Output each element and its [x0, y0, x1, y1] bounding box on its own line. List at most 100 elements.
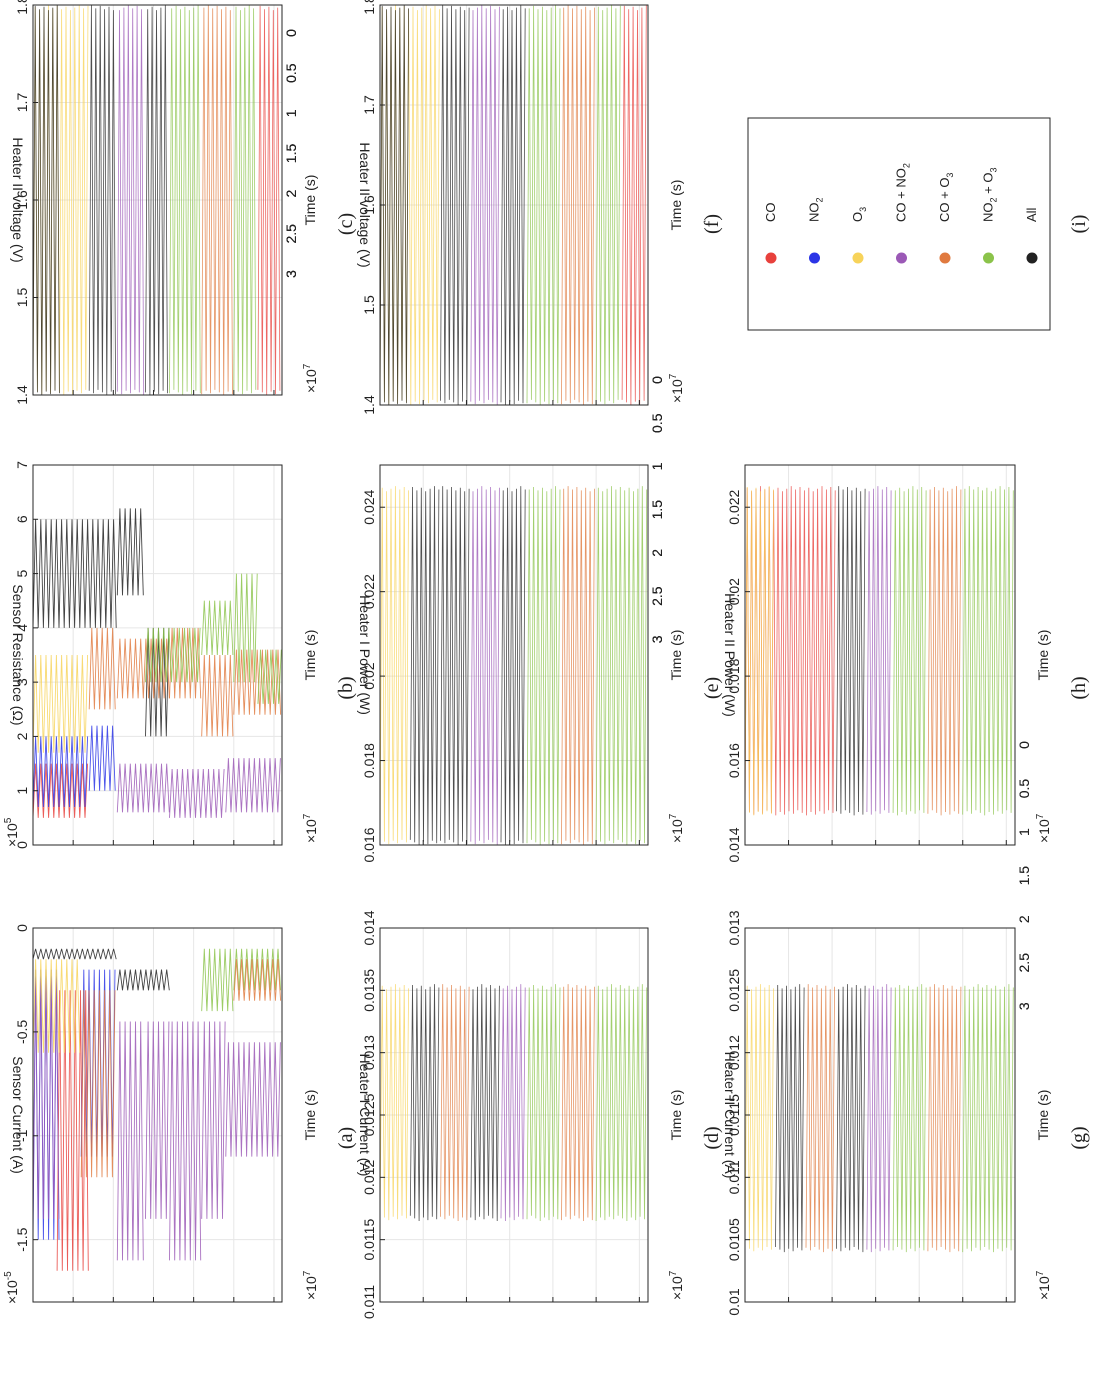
series-band-no2-o3 — [892, 486, 927, 816]
x-multiplier: ×107 — [1035, 1270, 1052, 1300]
x-tick-label: 1 — [649, 462, 665, 470]
series-band-all — [836, 486, 866, 816]
x-axis-title: Time (s) — [1035, 630, 1051, 681]
series-band-co-o3 — [561, 486, 595, 845]
series-line-no2-o3 — [145, 627, 201, 683]
x-tick-label: 0.5 — [649, 413, 665, 433]
chart-panel-f: 0 0.5 1 1.5 2 2.5 3 Time (s) ×107 1.4 1.5 1.6 1.7 1.8… — [357, 0, 723, 643]
series-band-co-o3 — [927, 984, 962, 1253]
legend-label-text: CO — [763, 203, 778, 223]
y-tick-label: 1.6 — [361, 195, 377, 215]
series-group — [33, 948, 282, 1271]
chart-panel-e: 0 0.5 1 1.5 2 2.5 3 Time (s) ×107 0.016 0.018 0.02 0… — [357, 376, 723, 863]
series-band-o3 — [380, 984, 409, 1222]
y-tick-label: 2 — [14, 732, 30, 740]
panel-caption: (g) — [1068, 1126, 1090, 1149]
series-line-no2 — [88, 725, 116, 791]
y-axis-title: Heater II voltage (V) — [357, 142, 373, 267]
panel-caption: (a) — [335, 1127, 357, 1149]
y-tick-label: 0.022 — [361, 574, 377, 609]
x-tick-label: 1.5 — [649, 500, 665, 520]
legend-label-sub: 3 — [858, 207, 868, 212]
x-tick-label: 3 — [283, 270, 299, 278]
x-tick-label: 0 — [1016, 741, 1032, 749]
y-tick-label: 0 — [14, 841, 30, 849]
x-tick-label: 1 — [1016, 828, 1032, 836]
x-tick-label: 0 — [649, 376, 665, 384]
series-band-no2-o3 — [169, 5, 201, 395]
series-band-co-no2 — [866, 486, 892, 815]
series-band-co-no2 — [470, 5, 500, 405]
series-line-no2-o3 — [257, 649, 282, 704]
x-axis-title: Time (s) — [668, 630, 684, 681]
y-axis-title: Heater I Power (W) — [357, 595, 373, 715]
series-line-co-o3 — [116, 638, 170, 699]
legend-caption: (i) — [1068, 215, 1090, 234]
series-band-no2-o3 — [595, 486, 648, 845]
y-axis-title: Sensor Current (A) — [10, 1056, 26, 1173]
panel-caption: (e) — [701, 677, 723, 699]
y-tick-label: 1.7 — [14, 93, 30, 113]
x-tick-label: 1.5 — [283, 144, 299, 164]
plot-frame — [379, 464, 649, 846]
legend-label-sub: 2 — [902, 163, 912, 168]
y-tick-label: 7 — [14, 461, 30, 469]
x-tick-label: 0.5 — [283, 63, 299, 83]
legend-marker — [939, 252, 951, 264]
x-tick-label: 0 — [1016, 741, 1032, 749]
legend-marker — [852, 252, 864, 264]
x-multiplier: ×107 — [1035, 813, 1052, 843]
series-band-no2-o3 — [233, 5, 257, 395]
y-tick-label: 3 — [14, 678, 30, 686]
series-band-all — [409, 486, 440, 845]
series-line-all — [33, 948, 117, 960]
legend-marker — [809, 252, 820, 264]
y-tick-label: 0.0115 — [726, 1094, 742, 1136]
series-line-co-no2 — [225, 1042, 281, 1157]
series-band-all — [836, 984, 866, 1253]
x-tick-label: 3 — [1016, 1002, 1032, 1010]
x-tick-label: 2.5 — [649, 586, 665, 606]
chart-panel-g: 0 0.5 1 1.5 2 2.5 3 Time (s) ×107 0.01 0.0105 0.011… — [722, 741, 1090, 1316]
x-tick-label: 2.5 — [283, 224, 299, 244]
x-tick-label: 3 — [649, 635, 665, 643]
x-tick-label: 2 — [283, 190, 299, 198]
x-multiplier: ×107 — [302, 1270, 319, 1300]
series-group — [33, 508, 282, 818]
series-band-co-no2 — [866, 984, 892, 1253]
x-tick-label: 1.5 — [649, 500, 665, 520]
x-multiplier-exp: 7 — [668, 373, 679, 379]
series-band-co-o3 — [927, 486, 962, 816]
legend-label-text: O — [850, 212, 865, 222]
x-tick-label: 2 — [649, 549, 665, 557]
series-band-no2-o3 — [595, 5, 621, 405]
series-band-all — [409, 984, 440, 1222]
y-tick-label: 0.014 — [361, 910, 377, 945]
y-tick-label: 1.5 — [361, 295, 377, 315]
y-tick-label: 0.0135 — [361, 969, 377, 1012]
legend-label: NO2 + O3 — [981, 168, 999, 222]
x-multiplier-exp: 7 — [302, 813, 313, 819]
legend-marker — [1026, 252, 1038, 264]
y-tick-label: -0.5 — [14, 1020, 30, 1044]
x-tick-label: 1.5 — [1016, 866, 1032, 886]
series-group — [745, 486, 1014, 816]
x-tick-label: 2.5 — [283, 224, 299, 244]
series-band-no2-o3 — [526, 5, 561, 405]
x-tick-label: 2 — [649, 549, 665, 557]
series-line-co-no2 — [201, 1021, 226, 1219]
x-tick-label: 0.5 — [649, 413, 665, 433]
y-tick-label: 1 — [14, 787, 30, 795]
x-tick-label: 2.5 — [649, 586, 665, 606]
y-tick-label: 0.0125 — [726, 969, 742, 1012]
x-tick-label: 1.5 — [283, 144, 299, 164]
panel-caption: (d) — [701, 1126, 723, 1149]
series-band-co-o3 — [805, 984, 835, 1253]
series-band-all — [500, 486, 526, 845]
x-axis-title: Time (s) — [302, 175, 318, 226]
x-multiplier-exp: 7 — [1035, 1270, 1046, 1276]
legend-label-text: CO + NO — [894, 168, 909, 222]
legend-label-suffix: + O — [981, 173, 996, 198]
